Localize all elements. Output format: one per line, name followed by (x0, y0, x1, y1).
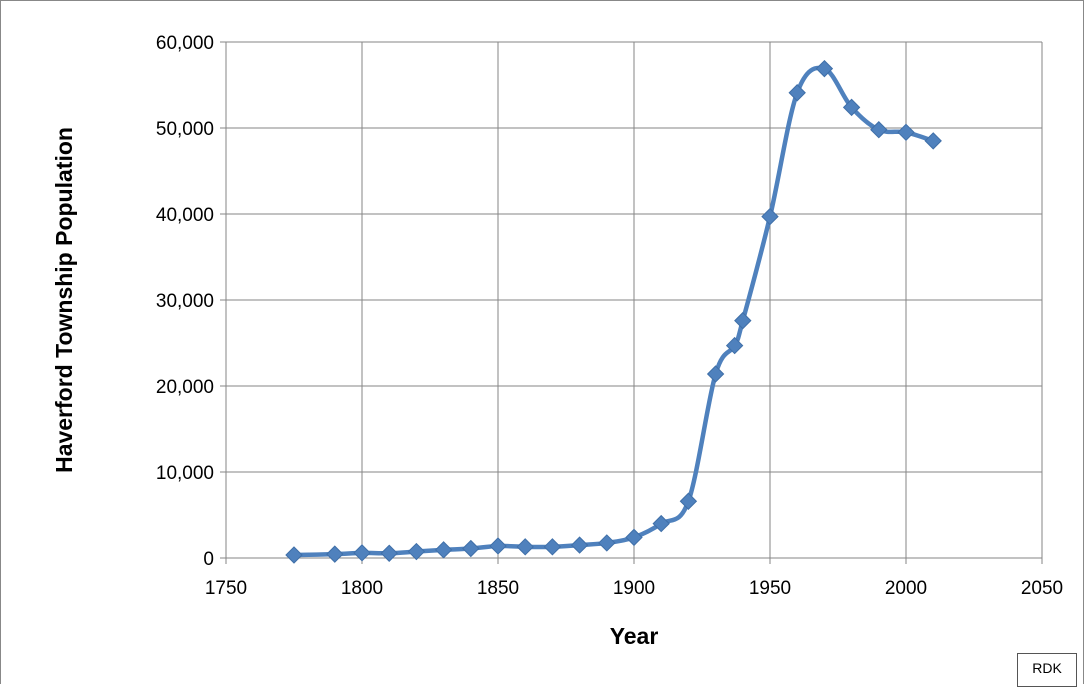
y-axis-title: Haverford Township Population (51, 127, 77, 473)
data-point-marker (924, 132, 942, 150)
series-line (291, 65, 936, 558)
x-tick-label: 1750 (205, 578, 247, 599)
data-point-marker (679, 492, 698, 510)
y-tick-label: 60,000 (156, 33, 214, 54)
y-tick-label: 20,000 (156, 377, 214, 398)
data-point-marker (706, 365, 725, 383)
data-point-marker (734, 311, 752, 330)
gridlines (226, 41, 1043, 558)
data-point-marker (543, 538, 562, 556)
data-point-marker (598, 534, 616, 552)
data-point-marker (380, 544, 398, 562)
y-tick-label: 10,000 (156, 463, 214, 484)
data-point-marker (897, 123, 915, 142)
data-point-marker (326, 545, 344, 563)
y-tick-label: 40,000 (156, 205, 214, 226)
y-tick-label: 50,000 (156, 119, 214, 140)
data-point-marker (842, 98, 861, 117)
data-point-marker (725, 336, 744, 355)
data-point-marker (652, 514, 670, 533)
data-point-marker (870, 121, 888, 139)
x-tick-label: 1900 (613, 578, 655, 599)
tick-labels: 0 10,000 20,000 30,000 40,000 50,000 60,000 175… (156, 33, 1063, 599)
axes (220, 41, 1043, 564)
data-point-marker (815, 59, 834, 78)
x-axis-title: Year (610, 623, 659, 649)
y-tick-label: 30,000 (156, 291, 214, 312)
x-tick-label: 1850 (477, 578, 519, 599)
data-point-marker (407, 542, 426, 561)
x-tick-label: 2050 (1021, 578, 1063, 599)
data-point-marker (353, 544, 371, 562)
credit-label: RDK (1017, 653, 1077, 687)
x-tick-label: 1950 (749, 578, 791, 599)
data-point-marker (516, 538, 534, 556)
data-point-marker (788, 84, 806, 102)
data-point-marker (434, 541, 453, 559)
data-point-marker (625, 528, 643, 547)
data-point-marker (570, 536, 589, 554)
x-tick-label: 1800 (341, 578, 383, 599)
data-point-marker (462, 539, 480, 558)
x-tick-label: 2000 (885, 578, 927, 599)
data-series (285, 59, 942, 564)
y-tick-label: 0 (203, 549, 214, 570)
data-point-marker (761, 207, 779, 226)
data-point-marker (489, 537, 507, 555)
data-point-marker (285, 546, 303, 564)
